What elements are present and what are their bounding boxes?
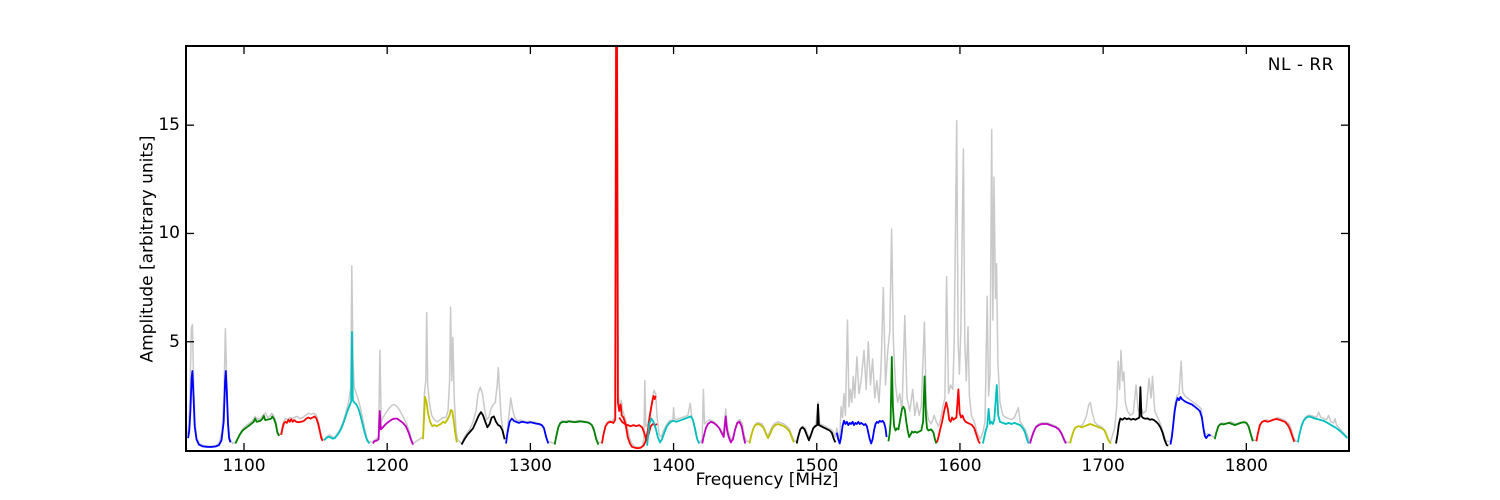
series-subband-14 — [795, 403, 837, 444]
series-subband-11 — [646, 415, 701, 446]
series-subband-02 — [234, 414, 280, 444]
plot-area: NL - RR — [185, 45, 1350, 452]
series-subband-10 — [601, 47, 657, 450]
series-subband-17 — [936, 388, 981, 444]
series-subband-19 — [1029, 423, 1067, 444]
y-tick-label: 5 — [169, 331, 180, 352]
series-subband-15 — [835, 419, 888, 445]
series-subband-21 — [1115, 386, 1169, 447]
series-subband-24 — [1255, 418, 1296, 443]
plot-svg — [187, 47, 1348, 450]
plot-annotation: NL - RR — [1267, 55, 1334, 75]
series-subband-12 — [701, 415, 747, 444]
series-subband-08 — [505, 417, 550, 444]
series-subband-01 — [187, 370, 232, 448]
x-axis-label: Frequency [MHz] — [695, 470, 839, 490]
series-subband-18 — [982, 384, 1030, 444]
series-subband-05 — [372, 410, 414, 445]
x-tick-label: 1100 — [222, 456, 266, 476]
x-tick-label: 1400 — [651, 456, 696, 476]
x-tick-label: 1700 — [1081, 456, 1125, 476]
x-tick-label: 1500 — [795, 456, 839, 476]
series-subband-03 — [280, 415, 324, 442]
series-subband-25 — [1297, 415, 1348, 443]
y-tick-label: 10 — [158, 223, 180, 244]
series-subband-09 — [553, 420, 600, 445]
y-tick-label: 15 — [158, 115, 180, 136]
series-subband-04 — [323, 331, 371, 445]
x-tick-label: 1600 — [938, 456, 982, 476]
x-tick-label: 1200 — [365, 456, 409, 476]
background-trace — [187, 47, 1348, 449]
series-subband-06 — [422, 396, 458, 443]
y-axis-label: Amplitude [arbitrary units] — [137, 135, 158, 363]
series-subband-07 — [460, 411, 506, 446]
series-subband-10-overlap — [618, 417, 658, 442]
series-subband-23 — [1213, 421, 1254, 442]
x-tick-label: 1800 — [1224, 456, 1268, 476]
series-subband-16 — [887, 356, 938, 444]
series-subband-13 — [748, 423, 795, 444]
series-subband-20 — [1069, 423, 1112, 445]
series-subband-22 — [1169, 396, 1212, 445]
x-tick-label: 1300 — [508, 456, 552, 476]
